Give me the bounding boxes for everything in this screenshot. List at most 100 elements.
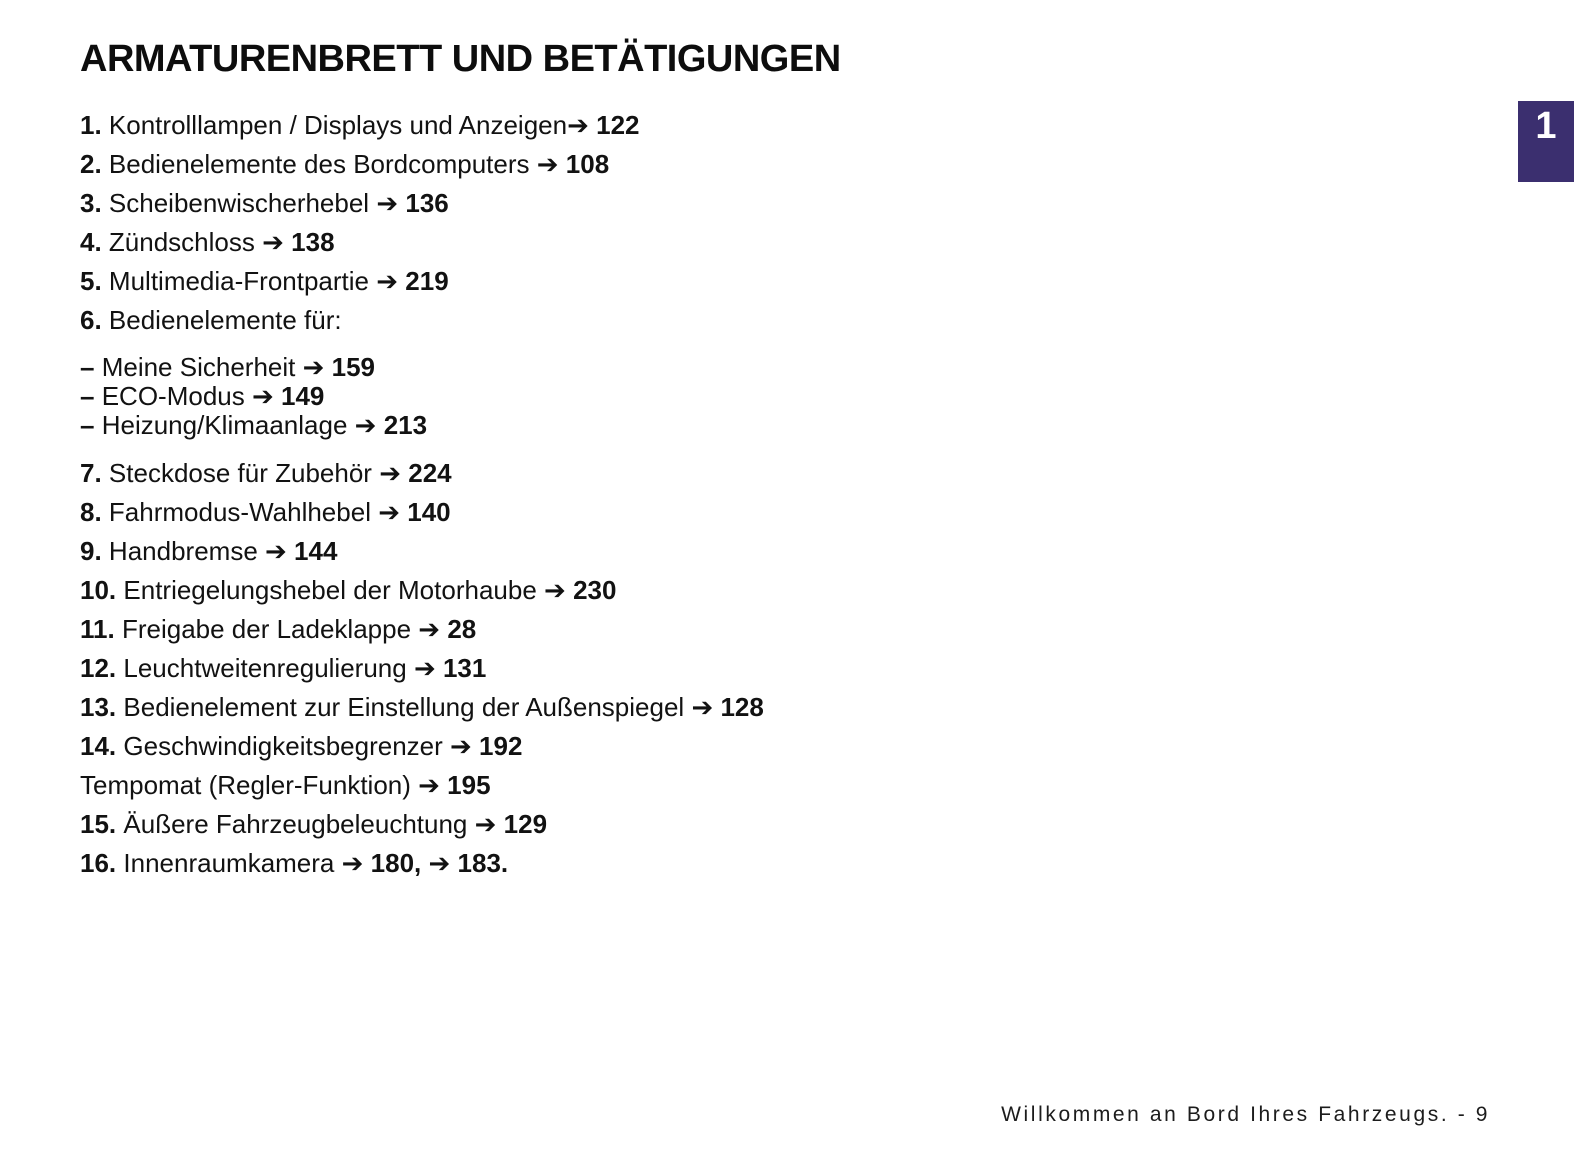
toc-item: 11. Freigabe der Ladeklappe ➔ 28: [80, 610, 1574, 649]
toc-item-number: 14.: [80, 731, 117, 761]
arrow-icon: ➔: [418, 615, 441, 645]
arrow-icon: ➔: [262, 228, 284, 258]
toc-item-label: ECO-Modus: [101, 381, 245, 411]
arrow-icon: ➔: [379, 459, 401, 489]
toc-item-number: 16.: [80, 848, 117, 878]
arrow-icon: ➔: [376, 189, 399, 219]
toc-item-label: Multimedia-Frontpartie: [108, 266, 370, 296]
toc-item-label: Leuchtweitenregulierung: [123, 653, 407, 683]
toc-item-page-ref: 149: [281, 381, 325, 411]
toc-item-label: Scheibenwischerhebel: [108, 188, 370, 218]
toc-item-number: 3.: [80, 188, 102, 218]
toc-item-page-ref: 192: [479, 731, 523, 761]
toc-item-page-ref: 138: [291, 227, 335, 257]
page-footer: Willkommen an Bord Ihres Fahrzeugs. - 9: [1001, 1103, 1490, 1126]
toc-item-number: 10.: [80, 575, 117, 605]
toc-item-label: Bedienelemente des Bordcomputers: [108, 149, 530, 179]
arrow-icon: ➔: [251, 382, 274, 412]
arrow-icon: ➔: [376, 267, 399, 297]
arrow-icon: ➔: [567, 111, 589, 141]
toc-item: – Heizung/Klimaanlage ➔ 213: [80, 411, 1574, 440]
toc-item: 5. Multimedia-Frontpartie ➔ 219: [80, 262, 1574, 301]
toc-item-number: 11.: [80, 614, 115, 644]
toc-item-page-ref: 129: [503, 809, 548, 839]
toc-item-page-ref: 213: [383, 410, 428, 440]
toc-item: 4. Zündschloss ➔ 138: [80, 223, 1574, 262]
toc-item: 12. Leuchtweitenregulierung ➔ 131: [80, 649, 1574, 688]
toc-item: 15. Äußere Fahrzeugbeleuchtung ➔ 129: [80, 805, 1574, 844]
arrow-icon: ➔: [341, 849, 364, 879]
toc-item: Tempomat (Regler-Funktion) ➔ 195: [80, 766, 1574, 805]
toc-item-label: Geschwindigkeitsbegrenzer: [123, 731, 443, 761]
toc-item-label: Zündschloss: [108, 227, 255, 257]
toc-item-number: 12.: [80, 653, 117, 683]
toc-item: 16. Innenraumkamera ➔ 180, ➔ 183.: [80, 844, 1574, 883]
toc-item-label: Bedienelemente für:: [108, 305, 342, 335]
toc-item-page-ref: 195: [447, 770, 491, 800]
arrow-icon: ➔: [544, 576, 566, 606]
toc-item-label: Freigabe der Ladeklappe: [121, 614, 412, 644]
toc-item-page-ref: 131: [442, 653, 487, 683]
toc-item-label: Innenraumkamera: [123, 848, 335, 878]
toc-item-label: Heizung/Klimaanlage: [101, 410, 348, 440]
toc-item-dash: –: [80, 352, 95, 382]
toc-item-number: 2.: [80, 149, 102, 179]
toc-item-number: 8.: [80, 497, 102, 527]
toc-item: 3. Scheibenwischerhebel ➔ 136: [80, 184, 1574, 223]
toc-item: – Meine Sicherheit ➔ 159: [80, 353, 1574, 382]
arrow-icon: ➔: [428, 849, 451, 879]
toc-list: 1. Kontrolllampen / Displays und Anzeige…: [80, 106, 1574, 883]
toc-item-page-ref: 136: [405, 188, 449, 218]
toc-item-number: 15.: [80, 809, 117, 839]
toc-item-page-ref: 183.: [457, 848, 509, 878]
toc-item-label: Äußere Fahrzeugbeleuchtung: [123, 809, 468, 839]
arrow-icon: ➔: [691, 693, 714, 723]
toc-item-page-ref: 108: [565, 149, 610, 179]
arrow-icon: ➔: [378, 498, 400, 528]
toc-item: 2. Bedienelemente des Bordcomputers ➔ 10…: [80, 145, 1574, 184]
toc-item-page-ref: 128: [720, 692, 764, 722]
toc-item-number: 7.: [80, 458, 102, 488]
toc-item-page-ref: 140: [407, 497, 451, 527]
toc-item: 8. Fahrmodus-Wahlhebel ➔ 140: [80, 493, 1574, 532]
toc-item-label: Tempomat (Regler-Funktion): [80, 770, 411, 800]
arrow-icon: ➔: [265, 537, 287, 567]
toc-item-label: Entriegelungshebel der Motorhaube: [123, 575, 537, 605]
page-content: ARMATURENBRETT UND BETÄTIGUNGEN 1. Kontr…: [80, 38, 1574, 883]
toc-item-page-ref: 180,: [370, 848, 422, 878]
toc-item: 14. Geschwindigkeitsbegrenzer ➔ 192: [80, 727, 1574, 766]
toc-item-page-ref: 144: [294, 536, 338, 566]
toc-item-label: Fahrmodus-Wahlhebel: [108, 497, 371, 527]
toc-item-number: 4.: [80, 227, 102, 257]
page-title: ARMATURENBRETT UND BETÄTIGUNGEN: [80, 38, 841, 80]
arrow-icon: ➔: [450, 732, 472, 762]
toc-item-page-ref: 219: [405, 266, 449, 296]
chapter-tab-number: 1: [1535, 105, 1557, 147]
toc-item: – ECO-Modus ➔ 149: [80, 382, 1574, 411]
toc-item: 13. Bedienelement zur Einstellung der Au…: [80, 688, 1574, 727]
toc-item-number: 13.: [80, 692, 117, 722]
toc-item-page-ref: 224: [408, 458, 452, 488]
arrow-icon: ➔: [302, 353, 325, 383]
toc-item-number: 5.: [80, 266, 102, 296]
chapter-tab: 1: [1518, 101, 1574, 182]
arrow-icon: ➔: [474, 810, 497, 840]
toc-item: 10. Entriegelungshebel der Motorhaube ➔ …: [80, 571, 1574, 610]
toc-item-page-ref: 230: [573, 575, 617, 605]
toc-item-label: Steckdose für Zubehör: [108, 458, 372, 488]
arrow-icon: ➔: [354, 411, 377, 441]
toc-item-dash: –: [80, 410, 95, 440]
toc-item-label: Handbremse: [108, 536, 258, 566]
toc-item-dash: –: [80, 381, 95, 411]
toc-item: 9. Handbremse ➔ 144: [80, 532, 1574, 571]
toc-item-label: Bedienelement zur Einstellung der Außens…: [123, 692, 685, 722]
toc-item: 7. Steckdose für Zubehör ➔ 224: [80, 454, 1574, 493]
arrow-icon: ➔: [536, 150, 559, 180]
toc-item-number: 1.: [80, 110, 102, 140]
arrow-icon: ➔: [413, 654, 436, 684]
toc-item-number: 6.: [80, 305, 102, 335]
arrow-icon: ➔: [418, 771, 440, 801]
toc-item-number: 9.: [80, 536, 102, 566]
toc-item-page-ref: 28: [447, 614, 477, 644]
